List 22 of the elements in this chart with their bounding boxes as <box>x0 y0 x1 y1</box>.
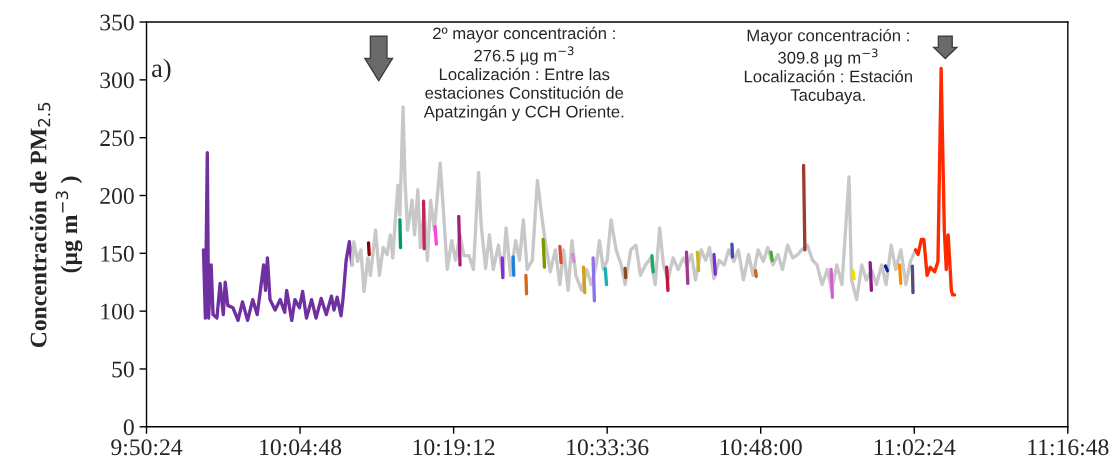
y-tick-label: 350 <box>100 14 134 31</box>
y-tick-label: 150 <box>101 245 134 262</box>
x-tick-label: 10:19:12 <box>413 439 495 456</box>
x-tick-label: 10:48:00 <box>720 439 802 456</box>
x-tick-label: 11:02:24 <box>874 439 956 456</box>
annotation: 2º mayor concentración : 276.5 µg m$^{−3}$ Localización : Entre las estaciones Constitución de Apatzingán y CCH Oriente. <box>423 26 624 121</box>
annotation: Mayor concentración : 309.8 µg m$^{−3}$ Localización : Estación Tacubaya. <box>744 28 912 105</box>
y-tick-label: 200 <box>100 188 134 204</box>
x-tick-label: 10:04:48 <box>260 439 342 456</box>
y-tick-label: 100 <box>101 303 134 320</box>
x-tick-label: 11:16:48 <box>1028 439 1109 456</box>
y-tick-label: 250 <box>100 130 134 147</box>
text: Concentración de PM$_{2.5}$ (µg m$^{−3}$ ) <box>29 102 83 348</box>
y-tick-label: 300 <box>100 72 134 89</box>
y-tick-label: 50 <box>112 361 134 378</box>
annotation: a) <box>152 58 171 83</box>
line-series <box>201 151 354 323</box>
line-series <box>913 66 957 297</box>
x-tick-label: 10:33:36 <box>567 439 649 456</box>
x-tick-label: 9:50:24 <box>111 439 183 456</box>
line-series <box>350 105 918 302</box>
y-tick-label: 0 <box>123 419 134 436</box>
